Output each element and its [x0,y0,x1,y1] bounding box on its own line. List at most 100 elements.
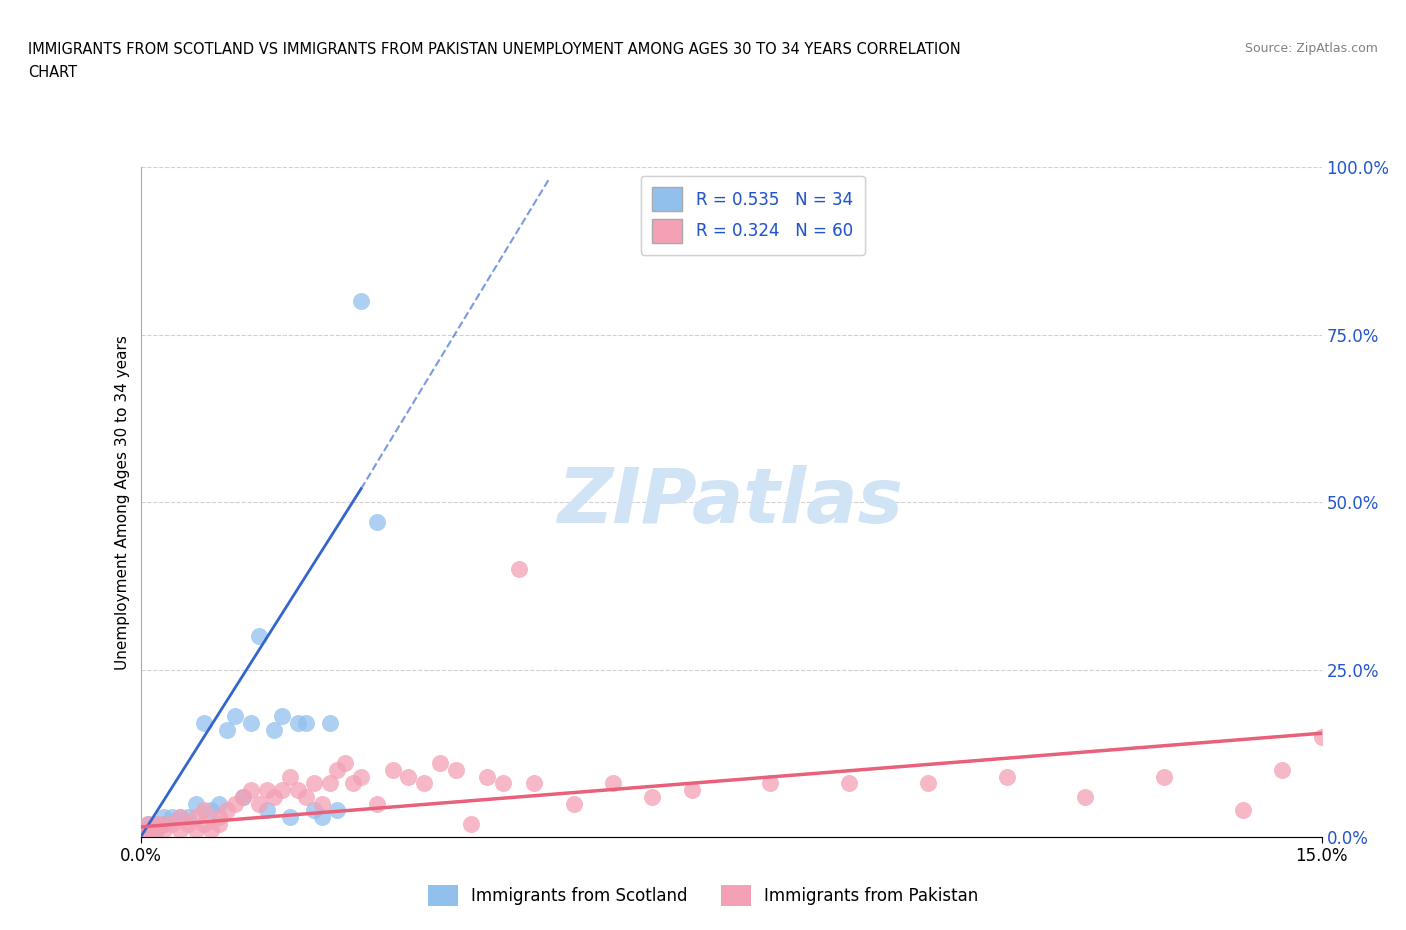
Point [311,796,333,811]
Point [1310,729,1333,744]
Point [278,769,301,784]
Point [134,823,156,838]
Point [145,817,167,831]
Point [145,823,167,838]
Point [208,817,231,831]
Point [145,823,167,838]
Text: CHART: CHART [28,65,77,80]
Legend: R = 0.535   N = 34, R = 0.324   N = 60: R = 0.535 N = 34, R = 0.324 N = 60 [641,176,865,255]
Point [169,809,191,824]
Point [271,709,294,724]
Point [318,716,340,731]
Point [160,817,183,831]
Point [429,756,451,771]
Point [138,817,160,831]
Point [350,294,373,309]
Point [153,809,176,824]
Point [366,515,388,530]
Point [184,809,207,824]
Point [177,817,200,831]
Point [641,790,664,804]
Point [145,817,167,831]
Point [295,716,318,731]
Point [295,790,318,804]
Point [287,716,309,731]
Point [492,776,515,790]
Point [318,776,340,790]
Point [134,823,156,838]
Point [153,817,176,831]
Point [184,796,207,811]
Point [1153,769,1175,784]
Point [224,796,246,811]
Point [169,823,191,838]
Point [247,796,270,811]
Text: Source: ZipAtlas.com: Source: ZipAtlas.com [1244,42,1378,55]
Point [335,756,357,771]
Point [239,716,262,731]
Point [217,723,239,737]
Point [239,783,262,798]
Point [256,783,278,798]
Point [413,776,436,790]
Point [263,790,285,804]
Point [141,823,163,838]
Point [153,817,176,831]
Point [366,796,388,811]
Point [200,823,222,838]
Point [508,562,530,577]
Point [326,763,349,777]
Point [759,776,782,790]
Point [287,783,309,798]
Point [396,769,419,784]
Point [278,809,301,824]
Point [224,709,246,724]
Point [193,803,215,817]
Point [302,803,325,817]
Point [342,776,364,790]
Point [838,776,860,790]
Point [475,769,498,784]
Point [208,809,231,824]
Text: IMMIGRANTS FROM SCOTLAND VS IMMIGRANTS FROM PAKISTAN UNEMPLOYMENT AMONG AGES 30 : IMMIGRANTS FROM SCOTLAND VS IMMIGRANTS F… [28,42,960,57]
Point [200,803,222,817]
Point [232,790,254,804]
Legend: Immigrants from Scotland, Immigrants from Pakistan: Immigrants from Scotland, Immigrants fro… [420,879,986,912]
Point [217,803,239,817]
Point [193,716,215,731]
Point [208,796,231,811]
Y-axis label: Unemployment Among Ages 30 to 34 years: Unemployment Among Ages 30 to 34 years [115,335,131,670]
Point [138,823,160,838]
Point [917,776,939,790]
Point [562,796,585,811]
Point [184,823,207,838]
Point [381,763,404,777]
Point [263,723,285,737]
Text: ZIPatlas: ZIPatlas [558,465,904,539]
Point [681,783,703,798]
Point [271,783,294,798]
Point [160,809,183,824]
Point [153,823,176,838]
Point [1074,790,1097,804]
Point [326,803,349,817]
Point [995,769,1018,784]
Point [138,823,160,838]
Point [193,817,215,831]
Point [153,817,176,831]
Point [177,809,200,824]
Point [256,803,278,817]
Point [350,769,373,784]
Point [169,809,191,824]
Point [460,817,482,831]
Point [1271,763,1294,777]
Point [232,790,254,804]
Point [444,763,467,777]
Point [138,817,160,831]
Point [602,776,624,790]
Point [311,809,333,824]
Point [247,629,270,644]
Point [145,823,167,838]
Point [302,776,325,790]
Point [1232,803,1254,817]
